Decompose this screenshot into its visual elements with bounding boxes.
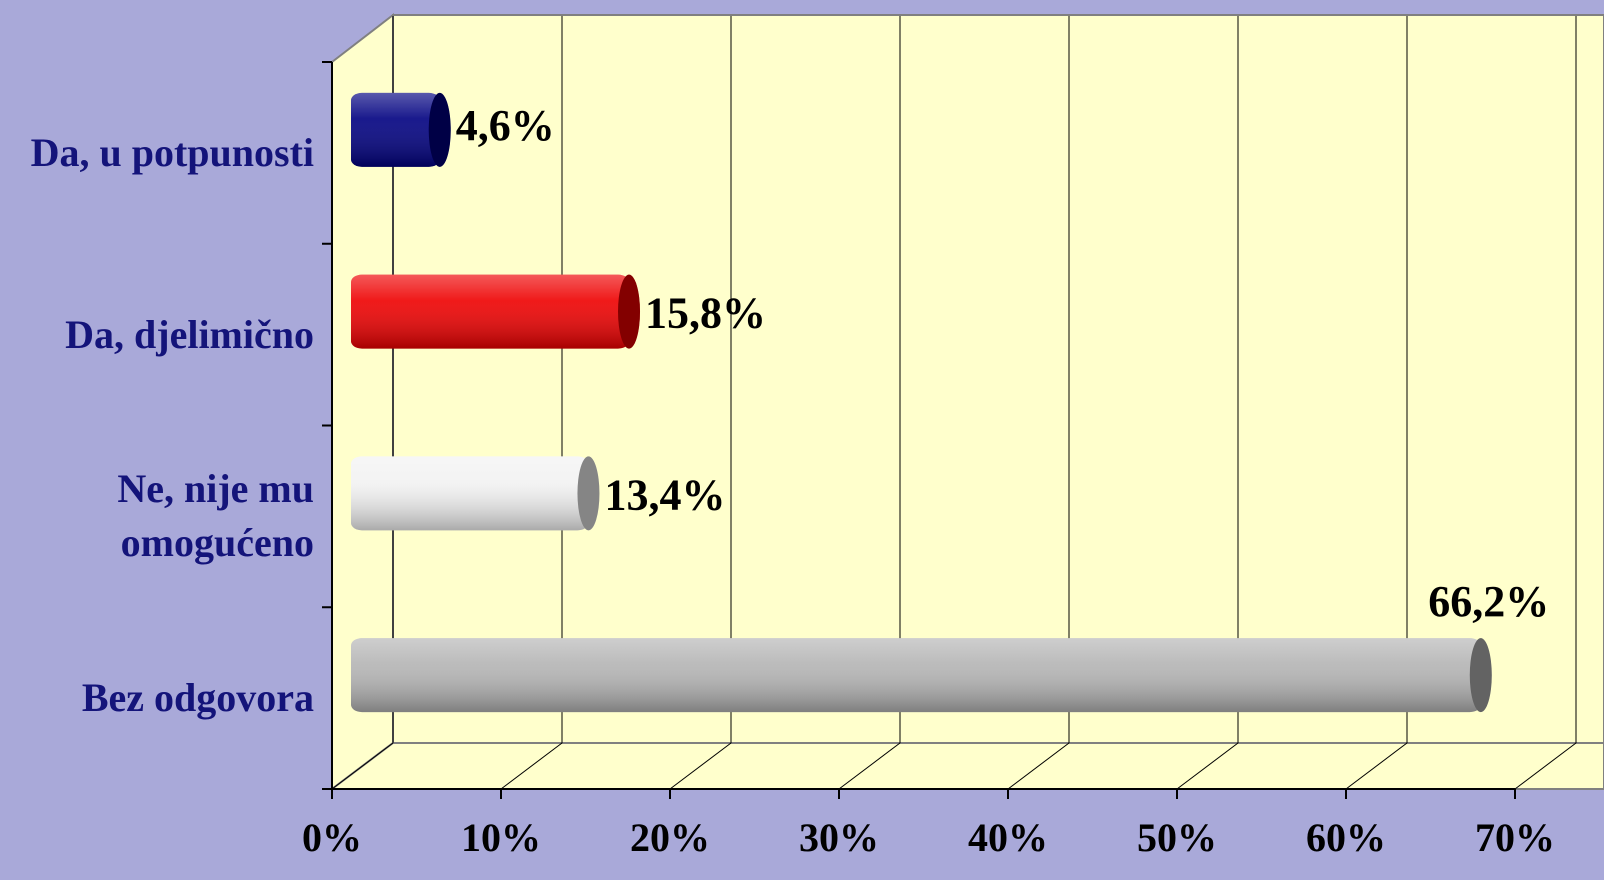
- bar-shade: [351, 92, 440, 167]
- value-label: 4,6%: [456, 101, 555, 150]
- bar-cap: [577, 456, 600, 531]
- bar-cap: [1469, 638, 1492, 713]
- floor-grid-line: [331, 742, 394, 790]
- floor-grid-line: [669, 742, 732, 790]
- x-tick-label: 40%: [968, 815, 1048, 860]
- bar-cap: [428, 92, 451, 167]
- x-tick-label: 0%: [302, 815, 362, 860]
- x-tick-label: 70%: [1475, 815, 1555, 860]
- category-label: Da, u potpunosti: [30, 129, 314, 175]
- bar-shade: [351, 456, 589, 531]
- bar-cap-shade: [577, 456, 600, 531]
- floor-grid-line: [838, 742, 901, 790]
- x-tick-label: 20%: [630, 815, 710, 860]
- bar-cap-shade: [618, 274, 641, 349]
- floor: [329, 742, 1604, 790]
- x-tick-label: 10%: [461, 815, 541, 860]
- floor-grid-line: [1514, 742, 1577, 790]
- category-label: Ne, nije mu omogućeno: [117, 466, 314, 566]
- floor-grid-line: [1176, 742, 1239, 790]
- category-label: Bez odgovora: [81, 675, 314, 721]
- value-label: 15,8%: [645, 289, 766, 338]
- floor-grid-line: [1007, 742, 1070, 790]
- bar-cap-shade: [428, 92, 451, 167]
- x-tick-label: 50%: [1137, 815, 1217, 860]
- floor-grid-line: [1345, 742, 1408, 790]
- category-label: Da, djelimično: [65, 311, 314, 357]
- floor-grid-line: [500, 742, 563, 790]
- bar-cap-shade: [1469, 638, 1492, 713]
- x-tick-label: 60%: [1306, 815, 1386, 860]
- value-label: 66,2%: [1428, 577, 1549, 626]
- bar-shade: [351, 274, 630, 349]
- back-wall: [392, 14, 1604, 744]
- value-label: 13,4%: [604, 470, 725, 519]
- bar-shade: [351, 638, 1481, 713]
- x-tick-label: 30%: [799, 815, 879, 860]
- bar-cap: [618, 274, 641, 349]
